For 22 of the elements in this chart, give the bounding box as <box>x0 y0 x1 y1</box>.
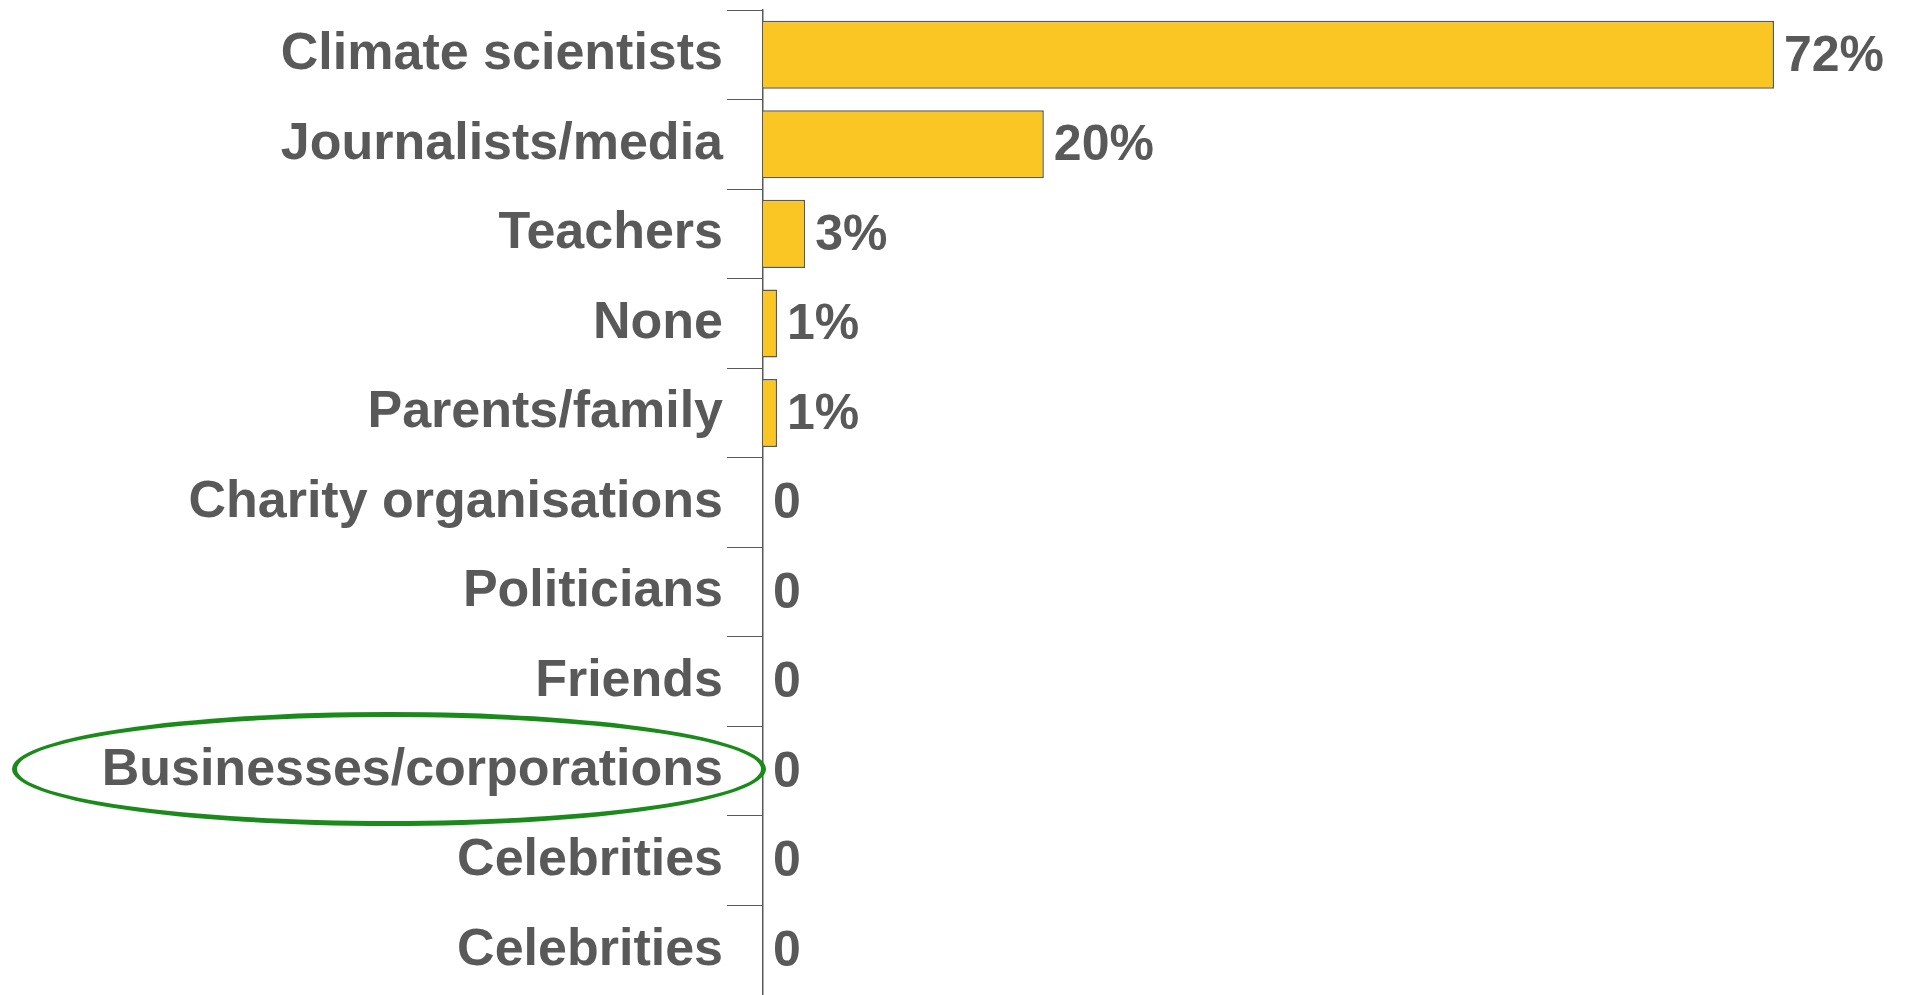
y-tick-label: Businesses/corporations <box>101 738 723 797</box>
data-label: 0 <box>773 831 801 888</box>
y-tick-label: Climate scientists <box>280 22 723 81</box>
data-label: 3% <box>815 204 888 261</box>
y-tick-label: Politicians <box>462 559 723 618</box>
y-tick-label: Parents/family <box>367 380 724 439</box>
data-label: 0 <box>773 652 801 709</box>
data-label: 1% <box>787 383 860 440</box>
data-label: 0 <box>773 741 801 798</box>
y-tick-label: Teachers <box>498 201 723 260</box>
data-label: 0 <box>773 921 801 978</box>
y-tick-label: None <box>593 290 723 349</box>
y-tick-label: Friends <box>535 648 723 707</box>
data-label: 20% <box>1053 115 1154 172</box>
y-tick-label: Journalists/media <box>280 111 725 170</box>
y-tick-label: Celebrities <box>457 828 723 887</box>
data-label: 0 <box>773 562 801 619</box>
data-label: 0 <box>773 473 801 530</box>
data-label: 1% <box>787 294 860 351</box>
data-label: 72% <box>1784 25 1885 82</box>
y-tick-label: Celebrities <box>457 917 723 976</box>
y-tick-label: Charity organisations <box>188 469 723 528</box>
